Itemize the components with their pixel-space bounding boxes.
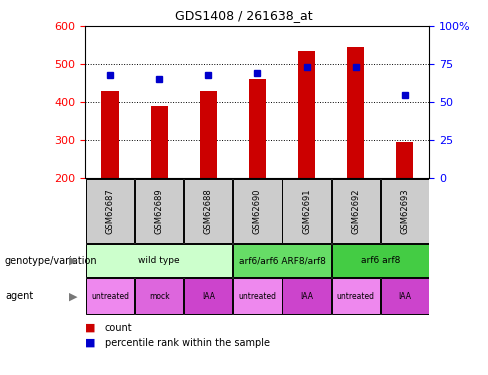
- Bar: [381, 179, 429, 243]
- Bar: [102, 91, 119, 178]
- Bar: [396, 142, 413, 178]
- Bar: [86, 244, 232, 277]
- Bar: [135, 278, 183, 314]
- Text: untreated: untreated: [239, 292, 276, 301]
- Text: wild type: wild type: [138, 256, 180, 265]
- Text: IAA: IAA: [202, 292, 215, 301]
- Bar: [184, 179, 232, 243]
- Bar: [135, 179, 183, 243]
- Text: GSM62688: GSM62688: [204, 188, 213, 234]
- Text: GSM62693: GSM62693: [400, 188, 409, 234]
- Text: ■: ■: [85, 323, 96, 333]
- Text: GSM62691: GSM62691: [302, 188, 311, 234]
- Bar: [283, 179, 331, 243]
- Bar: [332, 179, 380, 243]
- Bar: [86, 278, 134, 314]
- Text: agent: agent: [5, 291, 33, 301]
- Bar: [184, 278, 232, 314]
- Text: GSM62690: GSM62690: [253, 188, 262, 234]
- Text: percentile rank within the sample: percentile rank within the sample: [105, 338, 270, 348]
- Bar: [332, 278, 380, 314]
- Text: ▶: ▶: [69, 256, 78, 266]
- Bar: [249, 80, 266, 178]
- Text: arf6 arf8: arf6 arf8: [361, 256, 400, 265]
- Text: arf6/arf6 ARF8/arf8: arf6/arf6 ARF8/arf8: [239, 256, 325, 265]
- Text: untreated: untreated: [91, 292, 129, 301]
- Text: genotype/variation: genotype/variation: [5, 256, 98, 266]
- Text: IAA: IAA: [300, 292, 313, 301]
- Text: ▶: ▶: [69, 291, 78, 301]
- Text: count: count: [105, 323, 133, 333]
- Bar: [233, 278, 282, 314]
- Text: GDS1408 / 261638_at: GDS1408 / 261638_at: [175, 9, 313, 22]
- Text: GSM62689: GSM62689: [155, 188, 163, 234]
- Text: untreated: untreated: [337, 292, 375, 301]
- Bar: [233, 244, 331, 277]
- Bar: [150, 106, 168, 178]
- Text: GSM62687: GSM62687: [105, 188, 115, 234]
- Bar: [86, 179, 134, 243]
- Bar: [298, 51, 315, 178]
- Bar: [283, 278, 331, 314]
- Text: ■: ■: [85, 338, 96, 348]
- Text: IAA: IAA: [398, 292, 411, 301]
- Bar: [233, 179, 282, 243]
- Bar: [200, 91, 217, 178]
- Text: mock: mock: [149, 292, 169, 301]
- Bar: [332, 244, 429, 277]
- Text: GSM62692: GSM62692: [351, 188, 360, 234]
- Bar: [347, 47, 365, 178]
- Bar: [381, 278, 429, 314]
